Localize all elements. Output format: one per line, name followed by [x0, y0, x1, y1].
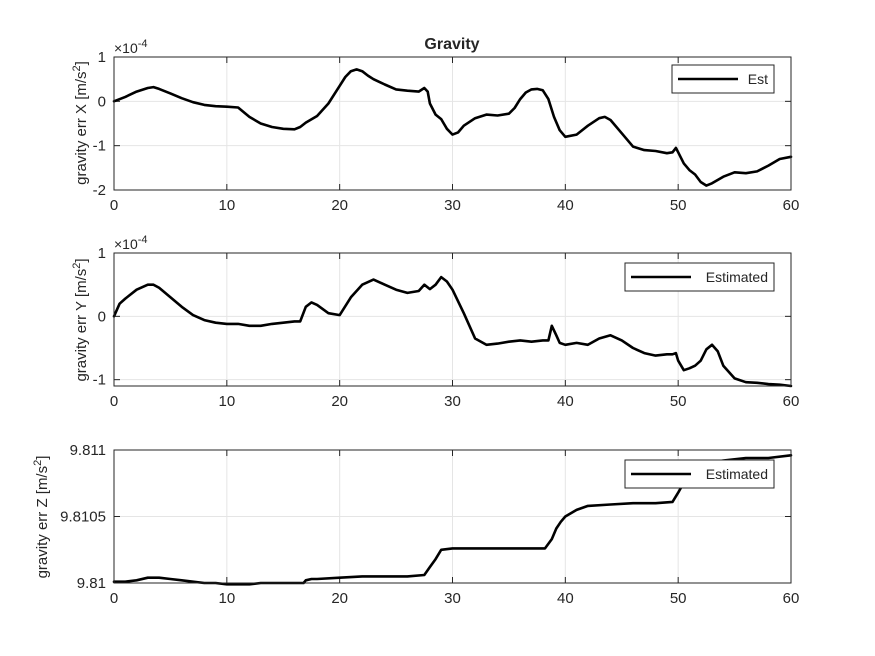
x-tick-label: 40: [557, 393, 574, 410]
x-tick-label: 0: [110, 393, 118, 410]
subplot-z-x-ticks: 0 10 20 30 40 50 60: [110, 450, 800, 607]
y-tick-label: 9.811: [70, 442, 106, 459]
x-tick-label: 30: [444, 393, 461, 410]
subplot-x-exponent-label: ×10-4: [114, 38, 148, 56]
subplot-y-legend: Estimated: [624, 262, 775, 292]
subplot-x-series: [112, 68, 793, 187]
y-tick-label: -2: [93, 182, 106, 199]
x-tick-label: 40: [557, 197, 574, 214]
x-tick-label: 60: [783, 393, 800, 410]
y-tick-label: 0: [98, 93, 106, 110]
x-tick-label: 20: [331, 590, 348, 607]
subplot-y-exponent-label: ×10-4: [114, 234, 148, 252]
y-tick-label: 9.8105: [60, 509, 106, 526]
subplot-z-legend-label: Estimated: [706, 466, 768, 482]
x-tick-label: 50: [670, 590, 687, 607]
subplot-y-axes-box: [113, 252, 792, 387]
subplot-z-axes-box: [113, 449, 792, 584]
x-tick-label: 40: [557, 590, 574, 607]
subplot-x-legend-label: Est: [748, 71, 768, 87]
subplot-y-y-axis-label: gravity err Y [m/s2]: [71, 258, 90, 381]
y-tick-label: 9.81: [77, 575, 106, 592]
subplot-x-y-axis-label: gravity err X [m/s2]: [71, 61, 90, 185]
subplot-x-legend: Est: [671, 64, 775, 94]
x-tick-label: 50: [670, 393, 687, 410]
y-tick-label: 1: [98, 245, 106, 262]
series-line-y: [112, 275, 793, 388]
subplot-y: 0 10 20 30 40 50 60 -101 ×10-4 gravity err Y […: [71, 234, 799, 410]
x-tick-label: 20: [331, 393, 348, 410]
x-tick-label: 10: [218, 393, 235, 410]
subplot-z-y-ticks: 9.81 9.8105 9.811: [60, 442, 791, 592]
y-tick-label: -1: [93, 138, 106, 155]
y-tick-label: 0: [98, 308, 106, 325]
x-tick-label: 0: [110, 590, 118, 607]
x-tick-label: 10: [218, 197, 235, 214]
subplot-x: Gravity 0 10 20 30 40 50 60 -2 -1 0 1 ×10-4 gravi…: [71, 36, 799, 214]
subplot-y-x-ticks: 0 10 20 30 40 50 60: [110, 253, 800, 410]
subplot-y-series: [112, 275, 793, 388]
chart-title: Gravity: [424, 36, 479, 53]
x-tick-label: 30: [444, 197, 461, 214]
subplot-x-x-ticks: 0 10 20 30 40 50 60: [110, 57, 800, 214]
subplot-z-legend: Estimated: [624, 459, 775, 489]
series-line-x: [112, 68, 793, 187]
x-tick-label: 20: [331, 197, 348, 214]
x-tick-label: 30: [444, 590, 461, 607]
subplot-x-axes-box: [113, 56, 792, 191]
subplot-y-y-ticks: -1 0 1: [93, 245, 791, 389]
x-tick-label: 60: [783, 197, 800, 214]
x-tick-label: 60: [783, 590, 800, 607]
x-tick-label: 10: [218, 590, 235, 607]
x-tick-label: 0: [110, 197, 118, 214]
subplot-y-legend-label: Estimated: [706, 269, 768, 285]
x-tick-label: 50: [670, 197, 687, 214]
subplot-z-y-axis-label: gravity err Z [m/s2]: [32, 456, 51, 579]
subplot-z: 0 10 20 30 40 50 60 9.81 9.8105 9.811 gravity er…: [32, 442, 799, 607]
subplot-x-y-ticks: -2 -1 0 1: [93, 49, 791, 199]
y-tick-label: 1: [98, 49, 106, 66]
y-tick-label: -1: [93, 372, 106, 389]
